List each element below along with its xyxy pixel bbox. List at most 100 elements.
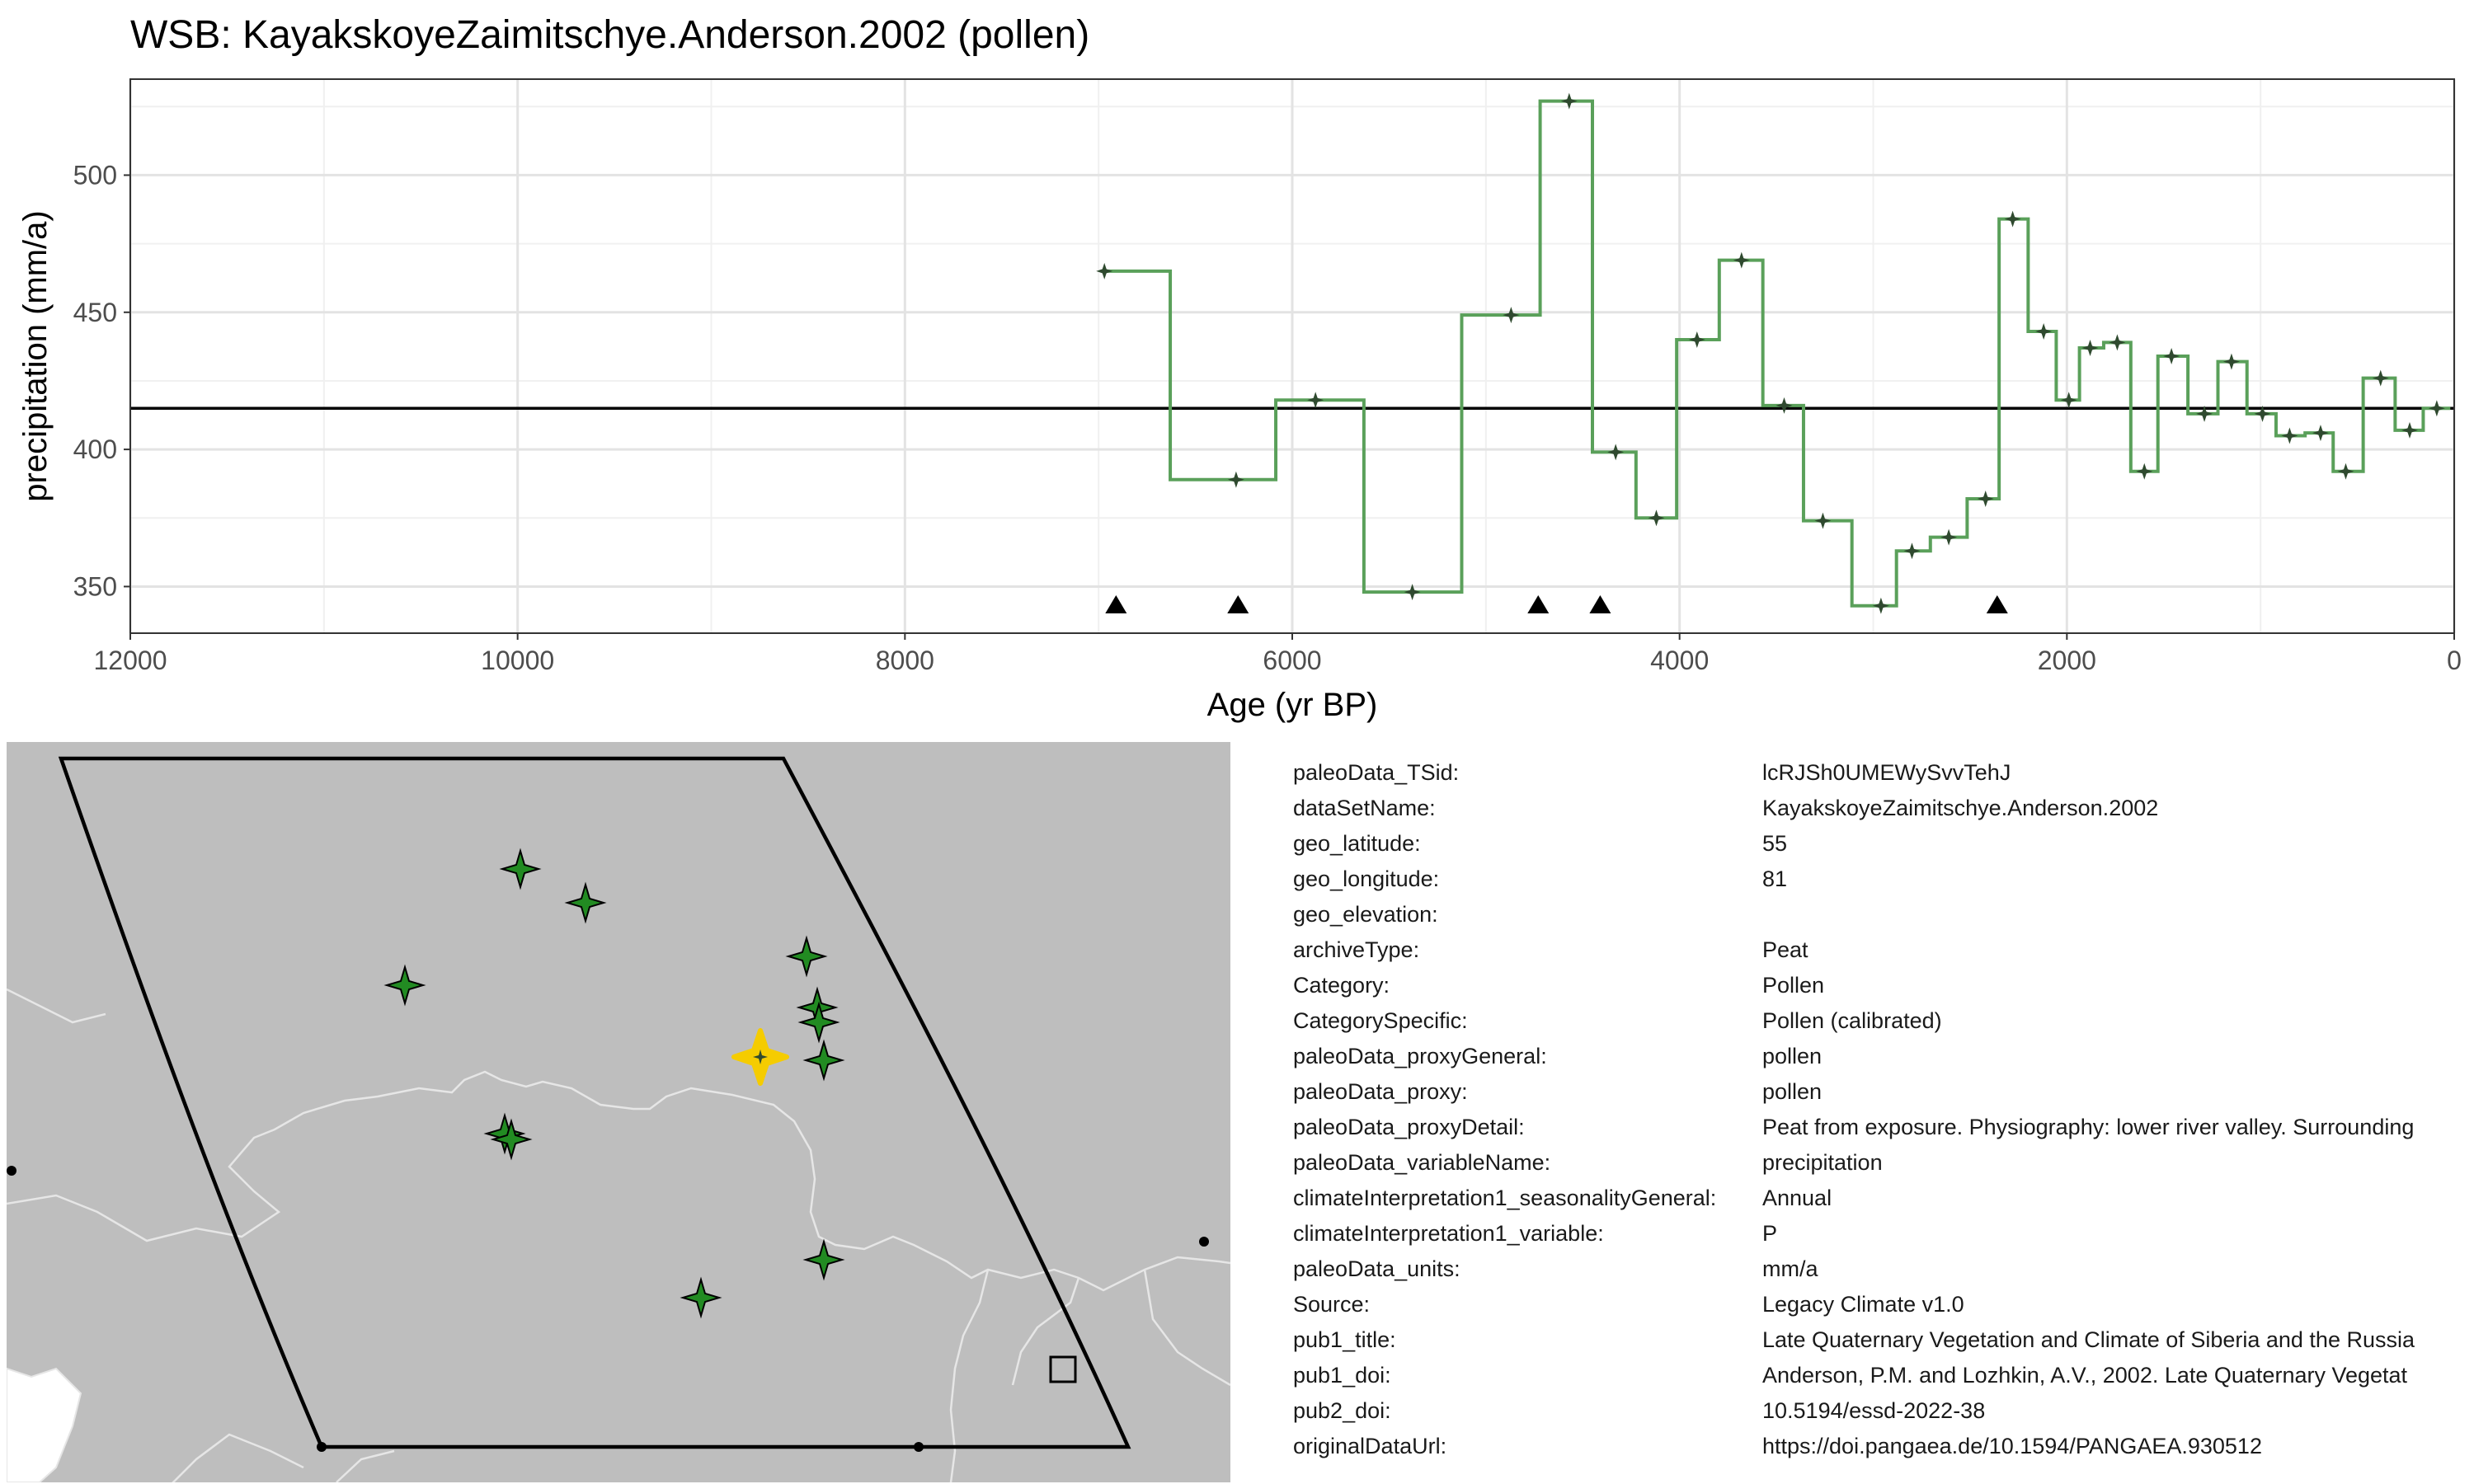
- y-tick-label: 500: [73, 160, 117, 190]
- metadata-value: Pollen: [1762, 973, 1825, 998]
- metadata-value: https://doi.pangaea.de/10.1594/PANGAEA.9…: [1762, 1434, 2262, 1458]
- data-point: [2428, 400, 2445, 417]
- metadata-key: originalDataUrl:: [1293, 1434, 1447, 1458]
- metadata-key: paleoData_proxyDetail:: [1293, 1115, 1525, 1139]
- metadata-value: Peat: [1762, 937, 1808, 962]
- x-tick-label: 0: [2447, 646, 2462, 675]
- metadata-value: KayakskoyeZaimitschye.Anderson.2002: [1762, 796, 2159, 820]
- x-tick-label: 12000: [94, 646, 167, 675]
- data-point: [1872, 597, 1889, 614]
- data-point: [2163, 348, 2180, 364]
- metadata-key: Category:: [1293, 973, 1390, 998]
- data-point: [2372, 369, 2389, 387]
- y-axis-label: precipitation (mm/a): [17, 210, 54, 501]
- site-star-icon: [802, 1039, 845, 1082]
- data-point: [2081, 340, 2099, 357]
- data-point: [1977, 490, 1994, 507]
- age-control-markers: [1105, 595, 2008, 613]
- data-point: [1307, 392, 1324, 409]
- x-tick-label: 8000: [876, 646, 934, 675]
- data-point: [2004, 210, 2021, 228]
- data-point: [2109, 334, 2126, 351]
- data-point: [1940, 528, 1958, 546]
- metadata-key: Source:: [1293, 1292, 1371, 1317]
- metadata-key: archiveType:: [1293, 937, 1420, 962]
- chart-title: WSB: KayakskoyeZaimitschye.Anderson.2002…: [130, 13, 1089, 57]
- data-point: [1733, 251, 1750, 269]
- metadata-value: Legacy Climate v1.0: [1762, 1292, 1964, 1317]
- metadata-value: lcRJSh0UMEWySvvTehJ: [1762, 760, 2011, 785]
- metadata-value: pollen: [1762, 1044, 1823, 1068]
- x-tick-label: 4000: [1650, 646, 1709, 675]
- metadata-key: CategorySpecific:: [1293, 1008, 1468, 1033]
- y-tick-label: 450: [73, 298, 117, 327]
- site-star-icon: [680, 1276, 722, 1319]
- x-tick-label: 2000: [2038, 646, 2096, 675]
- metadata-value: 55: [1762, 831, 1788, 856]
- y-tick-label: 400: [73, 434, 117, 464]
- metadata-value: precipitation: [1762, 1150, 1883, 1175]
- site-star-icon: [785, 935, 828, 978]
- data-point: [2401, 421, 2418, 439]
- metadata-key: climateInterpretation1_seasonalityGenera…: [1293, 1186, 1717, 1210]
- data-point: [2281, 427, 2298, 444]
- metadata-key: pub1_doi:: [1293, 1363, 1391, 1388]
- metadata-value: Pollen (calibrated): [1762, 1008, 1942, 1033]
- data-point: [2060, 392, 2077, 409]
- triangle-icon: [1986, 595, 2008, 613]
- metadata-value: Late Quaternary Vegetation and Climate o…: [1762, 1327, 2415, 1352]
- site-star-icon: [802, 1238, 845, 1281]
- data-point: [1096, 262, 1113, 279]
- x-axis-label: Age (yr BP): [1207, 687, 1378, 723]
- metadata-value: P: [1762, 1221, 1778, 1246]
- metadata-key: geo_elevation:: [1293, 902, 1438, 927]
- triangle-icon: [1589, 595, 1611, 613]
- data-point: [1814, 512, 1832, 529]
- site-star-icon: [564, 881, 607, 924]
- dot-icon: [1199, 1237, 1209, 1247]
- metadata-key: pub1_title:: [1293, 1327, 1396, 1352]
- data-point: [1776, 397, 1793, 414]
- precipitation-chart: WSB: KayakskoyeZaimitschye.Anderson.2002…: [17, 13, 2462, 723]
- metadata-key: paleoData_proxy:: [1293, 1079, 1468, 1104]
- metadata-key: paleoData_proxyGeneral:: [1293, 1044, 1547, 1068]
- site-star-icon: [797, 1001, 840, 1044]
- metadata-value: Annual: [1762, 1186, 1832, 1210]
- site-star-icon: [490, 1118, 533, 1161]
- metadata-key: climateInterpretation1_variable:: [1293, 1221, 1604, 1246]
- data-point: [2136, 463, 2153, 480]
- triangle-icon: [1105, 595, 1127, 613]
- plot-border: [129, 78, 2455, 634]
- metadata-key: geo_latitude:: [1293, 831, 1421, 856]
- metadata-key: paleoData_TSid:: [1293, 760, 1460, 785]
- site-star-icon: [383, 964, 426, 1007]
- metadata-table: paleoData_TSid: lcRJSh0UMEWySvvTehJ dataSe…: [1293, 760, 2474, 1484]
- dot-icon: [317, 1442, 327, 1452]
- country-borders: [7, 988, 1230, 1482]
- data-point: [2035, 323, 2053, 340]
- data-point: [1404, 584, 1421, 601]
- data-point: [1648, 510, 1665, 527]
- data-point: [2312, 425, 2329, 442]
- data-point: [1688, 331, 1705, 349]
- data-point: [2337, 463, 2354, 480]
- data-point: [1227, 471, 1244, 488]
- dot-icon: [7, 1166, 16, 1176]
- data-point: [1607, 444, 1625, 461]
- site-star-icon: [499, 848, 542, 890]
- metadata-value: Peat from exposure. Physiography: lower …: [1762, 1115, 2415, 1139]
- data-point: [2254, 405, 2271, 422]
- x-axis-ticks: 12000 10000 8000 6000 4000 2000 0: [94, 633, 2462, 675]
- data-point: [2196, 405, 2213, 422]
- triangle-icon: [1527, 595, 1550, 613]
- water-area: [7, 1367, 82, 1482]
- dot-icon: [914, 1442, 924, 1452]
- metadata-key: geo_longitude:: [1293, 866, 1440, 891]
- data-point: [1503, 307, 1520, 324]
- map-extent-frame: [58, 756, 1131, 1449]
- metadata-value: Anderson, P.M. and Lozhkin, A.V., 2002. …: [1762, 1363, 2408, 1388]
- y-tick-label: 350: [73, 571, 117, 601]
- data-points: [1096, 92, 2445, 614]
- metadata-key: paleoData_units:: [1293, 1256, 1460, 1281]
- metadata-value: mm/a: [1762, 1256, 1818, 1281]
